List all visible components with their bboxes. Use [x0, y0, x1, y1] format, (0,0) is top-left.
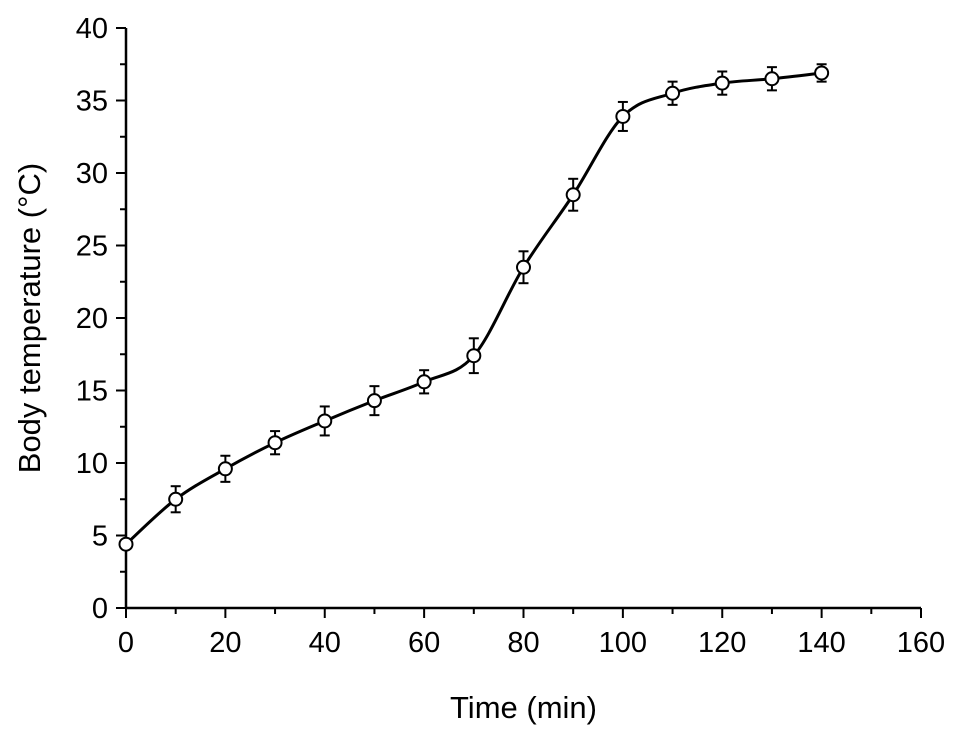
y-tick-label: 10 — [76, 448, 108, 480]
data-points — [118, 65, 830, 552]
data-point — [714, 75, 730, 91]
x-tick-label: 120 — [698, 627, 746, 659]
y-tick-label: 25 — [76, 231, 108, 263]
ticks — [116, 27, 922, 618]
data-point — [565, 187, 581, 203]
axes — [124, 28, 921, 610]
tick-labels: 0 20 40 60 80 100 120 140 160 0 5 10 15 20 25 30 35 40 — [76, 13, 945, 659]
data-point — [317, 413, 333, 429]
fit-curve — [124, 71, 822, 546]
y-tick-label: 40 — [76, 13, 108, 45]
data-point — [764, 71, 780, 87]
data-point — [217, 461, 233, 477]
y-tick-label: 5 — [92, 521, 108, 553]
data-point — [267, 435, 283, 451]
data-point — [118, 536, 134, 552]
x-tick-label: 20 — [209, 627, 241, 659]
y-tick-label: 35 — [76, 86, 108, 118]
x-tick-label: 0 — [118, 627, 134, 659]
data-point — [814, 65, 830, 81]
y-axis-label: Body temperature (°C) — [12, 163, 47, 473]
x-tick-label: 100 — [599, 627, 647, 659]
y-tick-label: 20 — [76, 303, 108, 335]
x-tick-label: 40 — [309, 627, 341, 659]
data-point — [665, 85, 681, 101]
data-point — [416, 374, 432, 390]
x-axis-label: Time (min) — [450, 690, 597, 725]
y-tick-label: 30 — [76, 158, 108, 190]
x-tick-label: 80 — [507, 627, 539, 659]
y-tick-label: 15 — [76, 376, 108, 408]
data-point — [366, 393, 382, 409]
data-point — [615, 108, 631, 124]
data-point — [516, 259, 531, 275]
y-tick-label: 0 — [92, 593, 108, 625]
data-point — [168, 491, 184, 507]
x-tick-label: 60 — [408, 627, 440, 659]
data-point — [466, 348, 482, 364]
x-tick-label: 140 — [797, 627, 845, 659]
x-tick-label: 160 — [897, 627, 945, 659]
